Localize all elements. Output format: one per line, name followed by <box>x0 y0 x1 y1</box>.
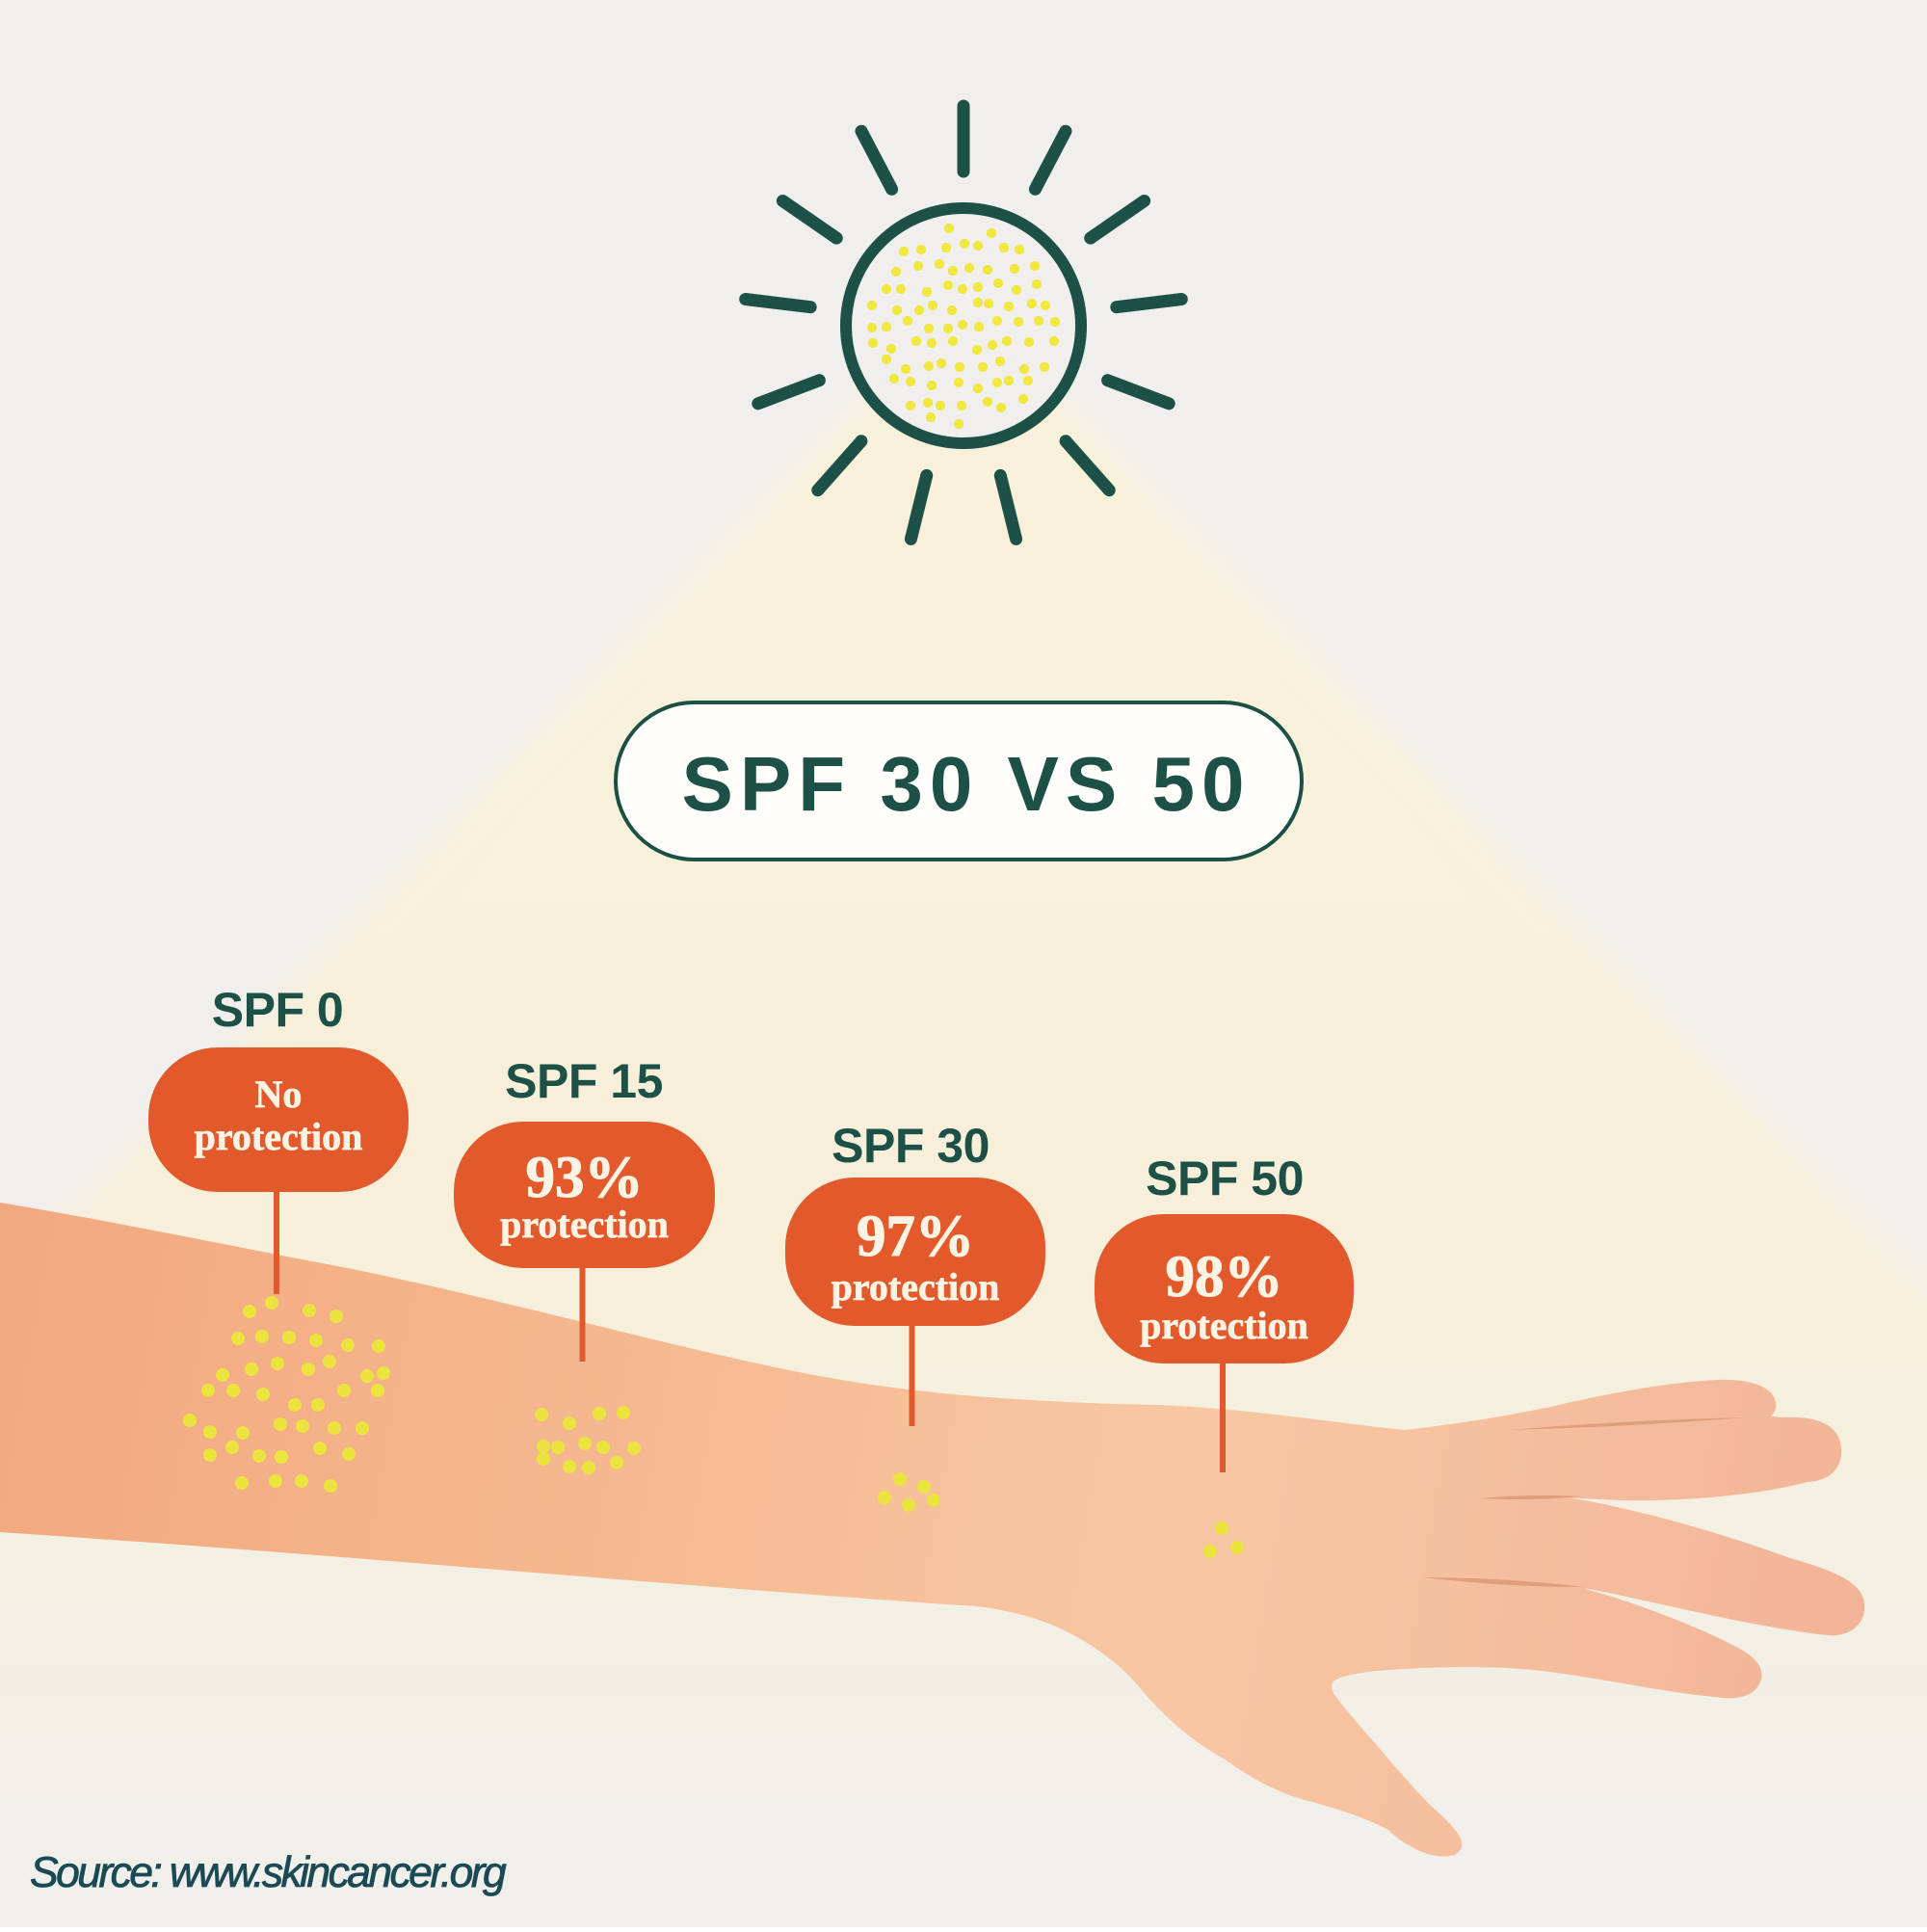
svg-text:SPF 30 VS 50: SPF 30 VS 50 <box>682 741 1252 827</box>
svg-text:protection: protection <box>500 1203 669 1246</box>
svg-text:No: No <box>255 1072 303 1116</box>
svg-text:93%: 93% <box>526 1146 644 1210</box>
svg-text:SPF 50: SPF 50 <box>1146 1151 1304 1205</box>
svg-text:protection: protection <box>832 1265 1000 1309</box>
svg-text:SPF 0: SPF 0 <box>212 983 343 1037</box>
svg-text:Source: www.skincancer.org: Source: www.skincancer.org <box>30 1849 507 1896</box>
svg-text:97%: 97% <box>857 1204 974 1269</box>
svg-text:98%: 98% <box>1166 1245 1283 1310</box>
svg-text:protection: protection <box>1140 1304 1308 1347</box>
svg-text:SPF 15: SPF 15 <box>505 1054 663 1108</box>
svg-text:protection: protection <box>195 1115 363 1158</box>
svg-text:SPF 30: SPF 30 <box>832 1119 990 1173</box>
